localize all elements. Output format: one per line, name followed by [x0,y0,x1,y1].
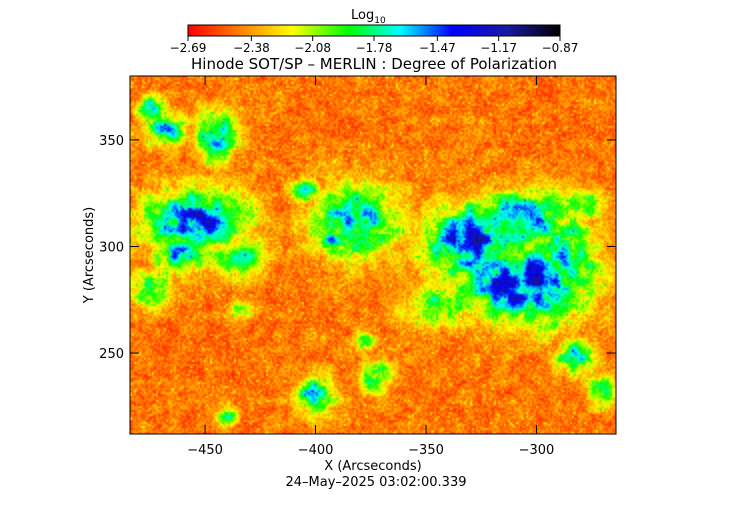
axis-ticks: −450 −400 −350 −300 250 300 350 [99,76,616,458]
colorbar-tick-label: −2.38 [233,41,270,55]
x-axis-label: X (Arcseconds) [324,459,421,474]
y-axis-label: Y (Arcseconds) [82,207,97,304]
colorbar-ticks: −2.69 −2.38 −2.08 −1.78 −1.47 −1.17 −0.87 [170,36,579,55]
colorbar [187,24,561,37]
colorbar-tick-label: −2.69 [170,41,207,55]
x-tick-label: −400 [298,443,334,458]
plot-frame [129,75,617,435]
colorbar-tick-label: −1.78 [356,41,393,55]
y-tick-label: 250 [99,347,124,362]
y-tick-label: 300 [99,240,124,255]
plot-area: −450 −400 −350 −300 250 300 350 [99,75,617,458]
colorbar-tick-label: −0.87 [542,41,579,55]
x-tick-label: −450 [187,443,223,458]
polarization-heatmap [130,76,616,434]
x-tick-label: −300 [519,443,555,458]
y-tick-label: 350 [99,134,124,149]
colorbar-label: Log10 [351,8,386,26]
x-tick-label: −350 [408,443,444,458]
colorbar-tick-label: −1.17 [480,41,517,55]
colorbar-tick-label: −1.47 [419,41,456,55]
timestamp: 24–May–2025 03:02:00.339 [286,475,467,490]
chart-title: Hinode SOT/SP – MERLIN : Degree of Polar… [191,55,557,73]
colorbar-tick-label: −2.08 [294,41,331,55]
